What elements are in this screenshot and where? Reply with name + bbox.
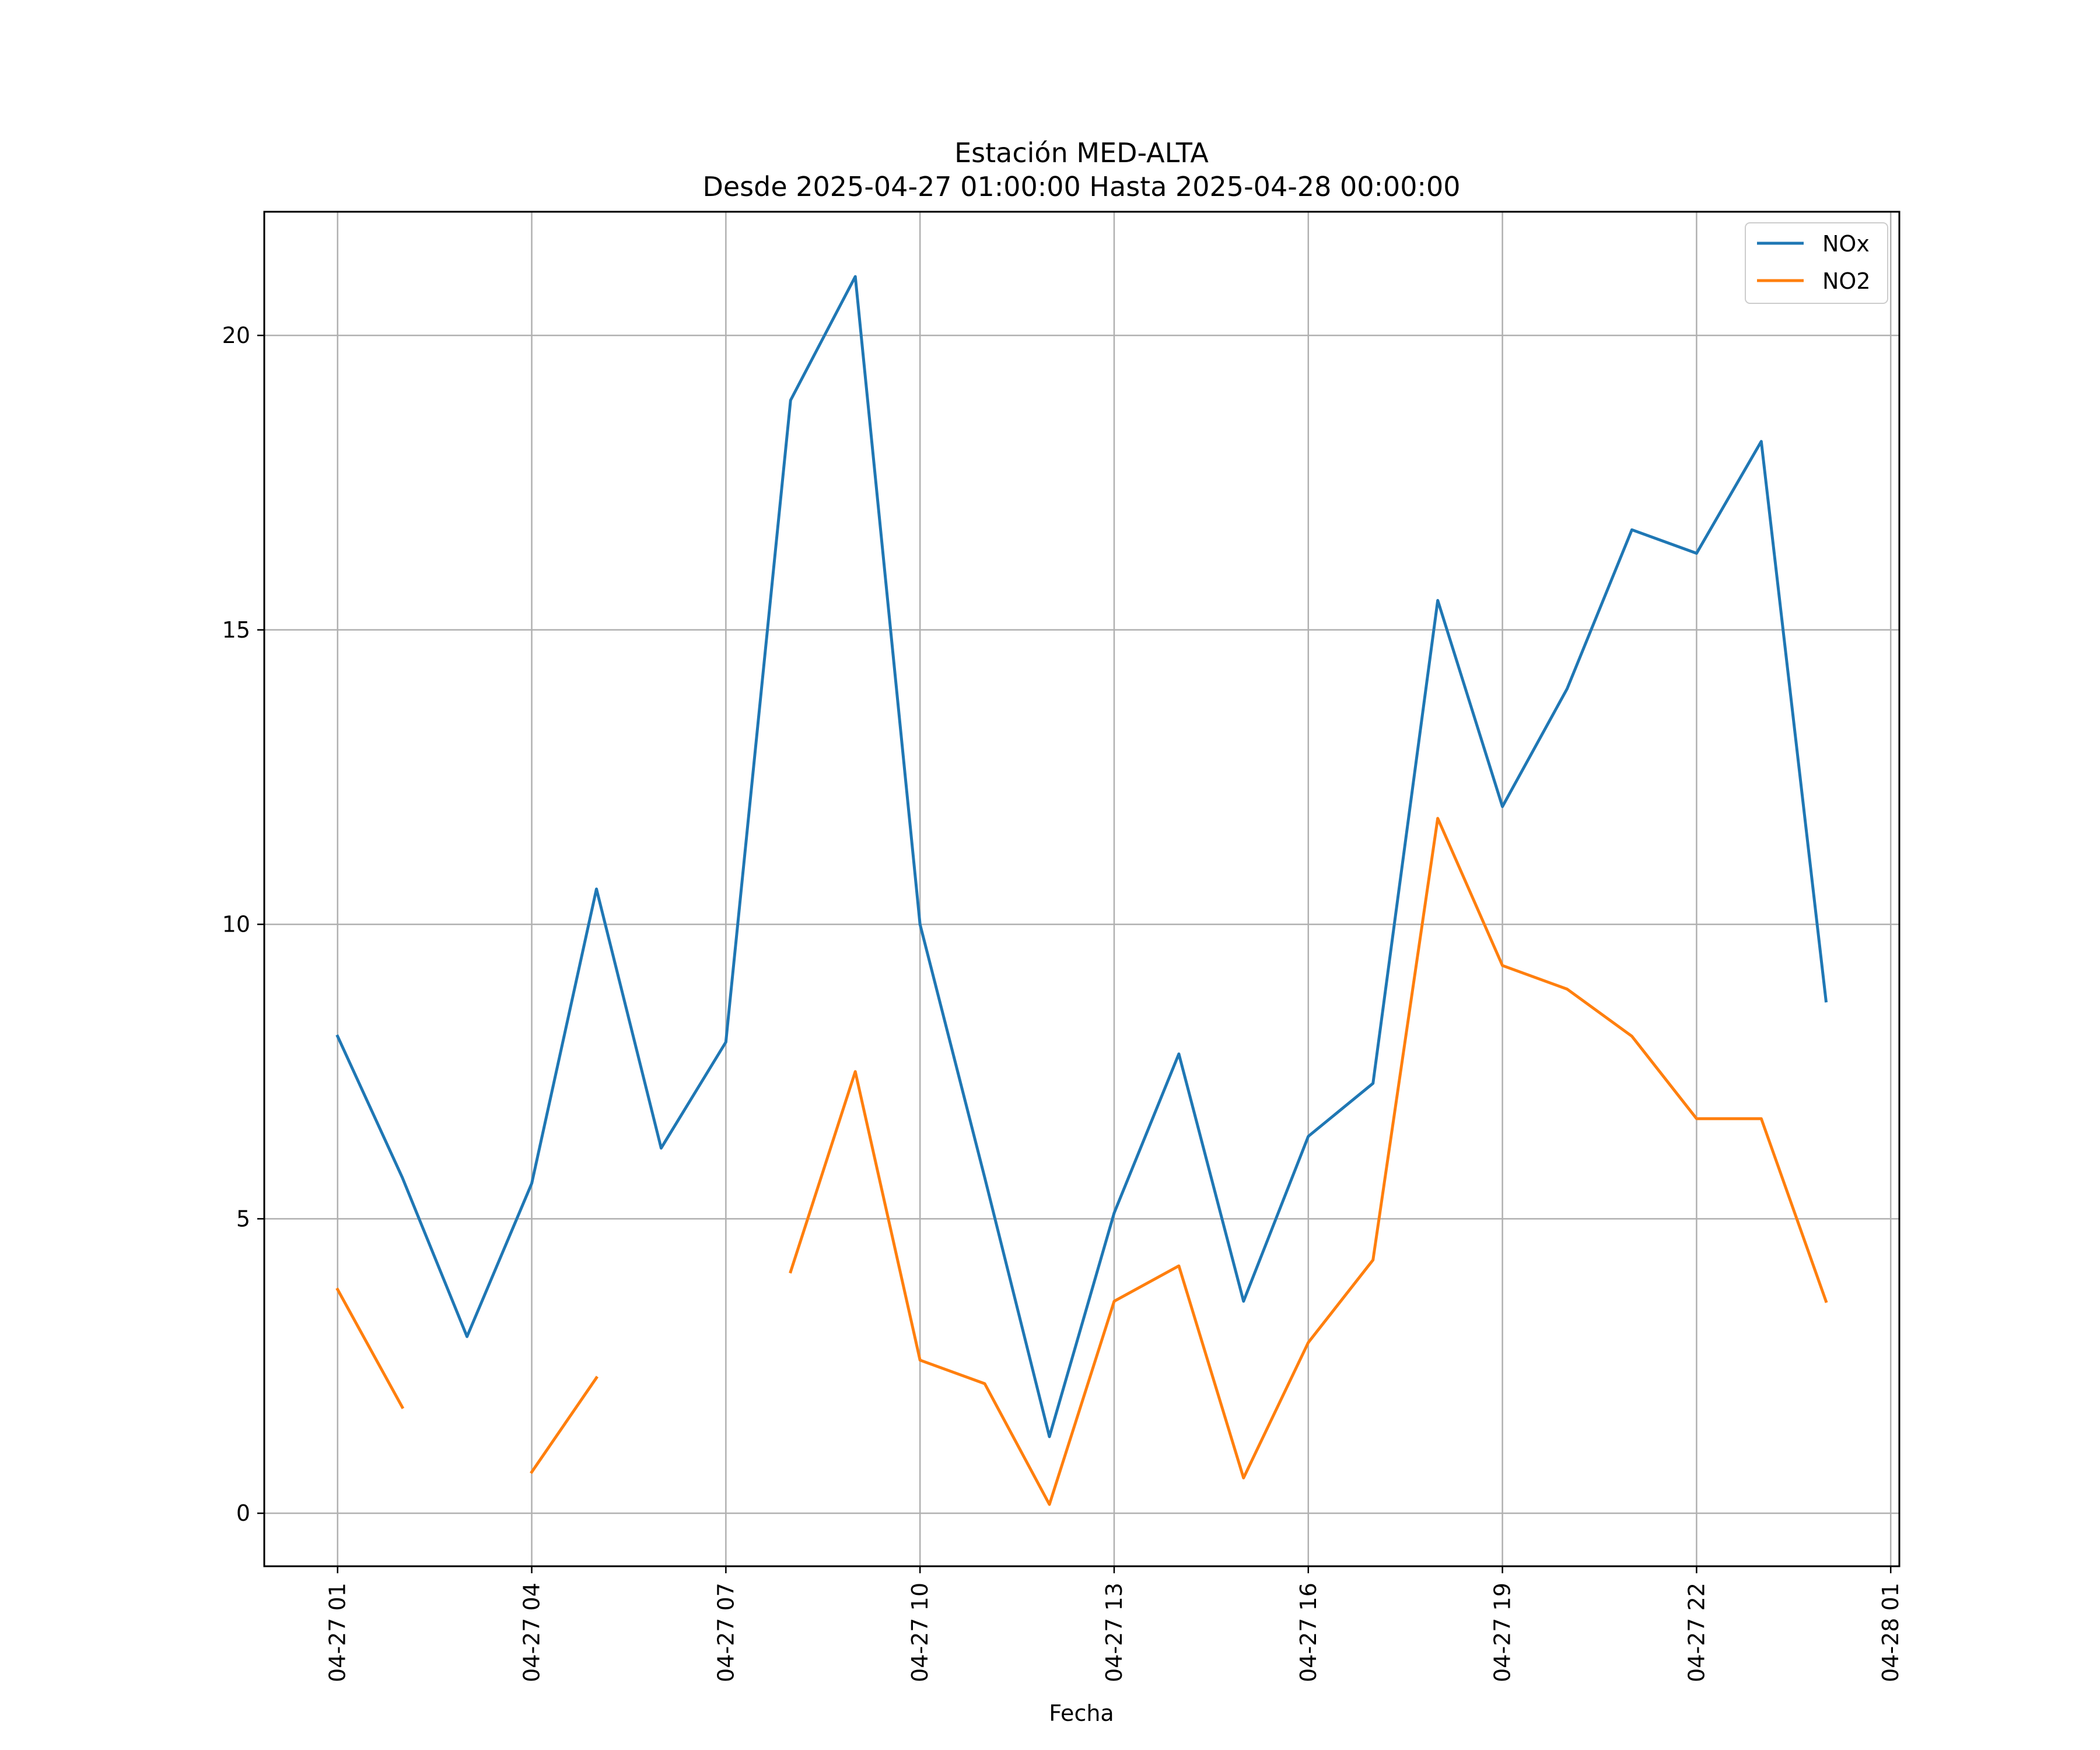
series-nox-line <box>335 275 1828 1438</box>
x-tick-label: 04-27 07 <box>713 1583 738 1682</box>
legend-nox-label: NOx <box>1822 231 1870 257</box>
grid-lines <box>264 212 1899 1566</box>
x-tick-label: 04-28 01 <box>1878 1583 1903 1682</box>
y-tick-label: 10 <box>222 912 250 937</box>
chart-title: Estación MED-ALTA <box>954 137 1209 169</box>
plot-frame <box>263 211 1901 1567</box>
y-tick-label: 15 <box>222 617 250 643</box>
y-tick-label: 5 <box>236 1206 250 1231</box>
legend: NOx NO2 <box>1745 222 1888 304</box>
y-axis-ticks: 0 5 10 15 20 <box>222 323 264 1526</box>
y-tick-label: 0 <box>236 1500 250 1526</box>
series-no2-line <box>789 817 1828 1506</box>
x-tick-label: 04-27 19 <box>1490 1583 1516 1682</box>
x-tick-label: 04-27 22 <box>1684 1583 1709 1682</box>
x-axis-label: Fecha <box>1049 1700 1114 1726</box>
x-tick-label: 04-27 10 <box>907 1583 933 1682</box>
x-tick-label: 04-27 04 <box>519 1583 545 1682</box>
legend-no2-label: NO2 <box>1822 268 1871 294</box>
series-no2 <box>335 817 1828 1506</box>
series-no2-line <box>335 1287 405 1409</box>
y-tick-label: 20 <box>222 323 250 348</box>
x-tick-label: 04-27 13 <box>1101 1583 1127 1682</box>
series-nox <box>335 275 1828 1438</box>
chart-subtitle: Desde 2025-04-27 01:00:00 Hasta 2025-04-… <box>702 171 1460 202</box>
x-tick-label: 04-27 01 <box>325 1583 351 1682</box>
x-tick-label: 04-27 16 <box>1296 1583 1321 1682</box>
x-axis-ticks: 04-27 01 04-27 04 04-27 07 04-27 10 04-27 13… <box>325 1566 1903 1682</box>
series-no2-line <box>530 1376 598 1474</box>
series-lines <box>335 275 1828 1506</box>
